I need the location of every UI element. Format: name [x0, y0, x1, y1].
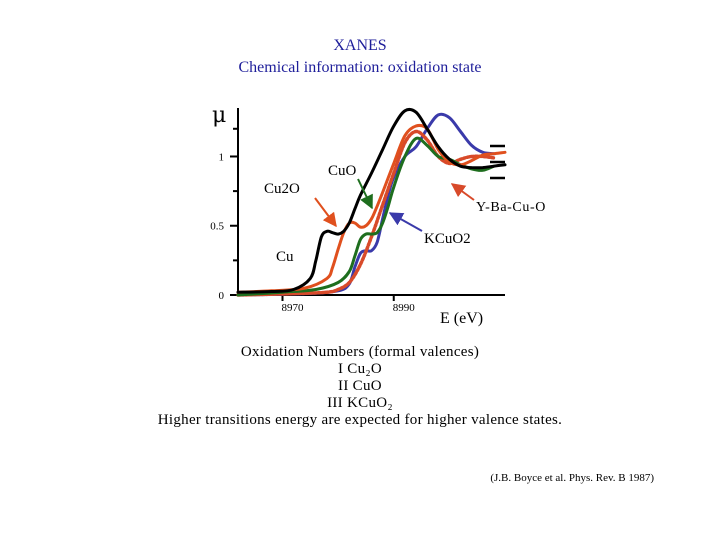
annotation-cuo: CuO: [328, 163, 373, 210]
slide-subtitle: Chemical information: oxidation state: [238, 59, 482, 76]
annotation-ybacuo-label: Y-Ba-Cu-O: [476, 200, 546, 215]
annotation-ybacuo: Y-Ba-Cu-O: [450, 183, 546, 215]
x-axis-ticks: 8970 8990: [281, 295, 416, 314]
slide-title: XANES: [333, 37, 387, 54]
svg-text:KCuO2: KCuO2: [424, 231, 471, 247]
series-line-cu2o: [236, 123, 507, 294]
x-tick-label: 8970: [282, 302, 305, 314]
notes-line-4: III KCuO₂: [327, 395, 393, 411]
annotation-cuo-label: CuO: [328, 163, 357, 179]
notes-line-1: Oxidation Numbers (formal valences): [240, 344, 480, 360]
y-tick-label: 1: [219, 151, 225, 163]
series-line-cuo: [236, 136, 496, 297]
y-axis-label: μ: [212, 103, 226, 128]
annotation-kcuo2: KCuO2: [388, 212, 471, 247]
series-line-y-ba-cu-o: [236, 129, 496, 297]
series-layer: [236, 107, 507, 297]
x-axis-label: E (eV): [440, 310, 483, 327]
xanes-chart: 00.51 8970 8990 μ E (eV) Cu2O CuO Y-Ba-Cu…: [210, 103, 546, 327]
x-tick-label: 8990: [393, 302, 416, 314]
y-tick-label: 0: [219, 290, 225, 302]
right-edge-dashes: [490, 144, 505, 180]
notes-line-2: I Cu₂O: [337, 361, 383, 377]
notes-line-5: Higher transitions energy are expected f…: [157, 412, 563, 428]
annotation-kcuo2-label: KCuO2: [424, 231, 471, 247]
series-line-kcuo2: [236, 112, 496, 297]
svg-text:CuO: CuO: [328, 163, 357, 179]
svg-text:Cu: Cu: [276, 249, 294, 265]
svg-text:Y-Ba-Cu-O: Y-Ba-Cu-O: [476, 200, 546, 215]
annotation-cu2o-label: Cu2O: [264, 181, 300, 197]
annotation-cu-label: Cu: [276, 249, 294, 265]
y-axis-ticks: 00.51: [210, 127, 238, 302]
svg-text:Cu2O: Cu2O: [264, 181, 300, 197]
y-tick-label: 0.5: [210, 221, 224, 233]
series-line-cu: [236, 107, 507, 294]
notes-line-3: II CuO: [338, 378, 382, 394]
oxidation-notes: Oxidation Numbers (formal valences) I Cu…: [0, 344, 720, 429]
annotation-cu2o: Cu2O: [264, 181, 337, 228]
citation: (J.B. Boyce et al. Phys. Rev. B 1987): [490, 472, 654, 484]
annotation-cu: Cu: [276, 249, 294, 265]
